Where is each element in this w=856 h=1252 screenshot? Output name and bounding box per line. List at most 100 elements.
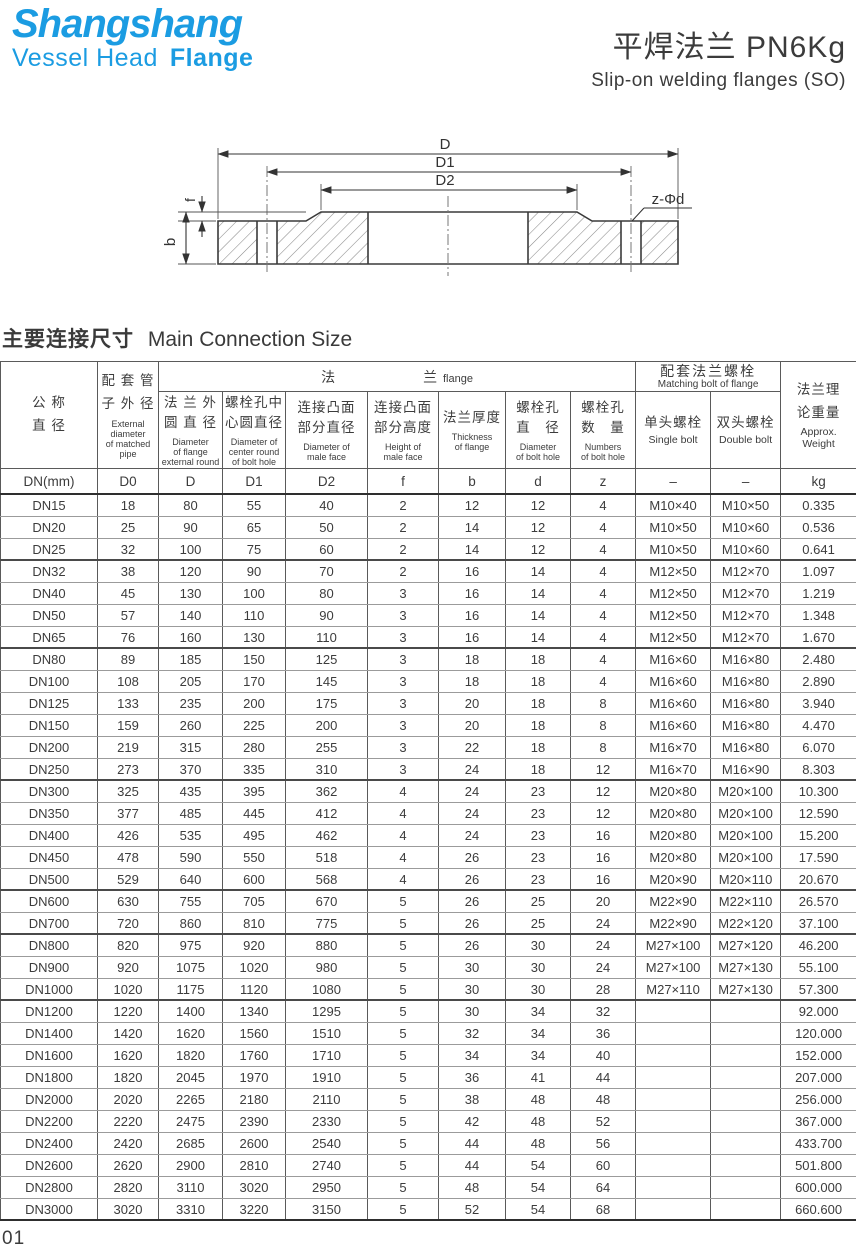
table-body: DN15 18 80 55 40 2 12 12 4 M10×40 M10×50 0.335 DN20 2… (0, 493, 856, 1221)
cell: 140 (158, 603, 223, 627)
cell: M20×100 (710, 845, 782, 869)
cell: 1340 (222, 999, 286, 1023)
cell: DN250 (0, 757, 98, 782)
table-row: DN32 38 120 90 70 2 16 14 4 M12×50 M12×70 1.097 (0, 559, 856, 583)
cell: 4 (569, 625, 637, 650)
cell: 57.300 (780, 977, 856, 1002)
cell: M12×50 (635, 625, 712, 650)
table-row: DN900 920 1075 1020 980 5 30 30 24 M27×100 M27×130… (0, 955, 856, 979)
cell: DN1600 (0, 1043, 98, 1067)
cell: 159 (97, 713, 159, 737)
cell: 90 (158, 515, 223, 539)
cell: 1420 (97, 1021, 159, 1045)
flange-outline (217, 211, 679, 265)
cell: 920 (222, 933, 286, 957)
cell: 200 (222, 691, 286, 715)
cell: 34 (505, 1043, 571, 1067)
cell: 64 (569, 1175, 637, 1199)
cell: 22 (438, 735, 506, 759)
cell: DN1400 (0, 1021, 98, 1045)
cell: 14 (438, 515, 506, 539)
group-header-bolt-cn: 配套法兰螺栓 (660, 363, 757, 379)
cell: DN125 (0, 691, 98, 715)
cell: 377 (97, 801, 159, 825)
cell: M16×60 (635, 691, 712, 715)
cell: M16×80 (710, 735, 782, 759)
brand-name: Shangshang (12, 2, 243, 46)
cell: 25 (505, 911, 571, 936)
flange-cross-section-drawing: D D1 D2 f b z-Φd (162, 136, 692, 276)
cell: 30 (505, 955, 571, 979)
cell: DN400 (0, 823, 98, 847)
cell: 52 (438, 1197, 506, 1221)
dim-label-f: f (182, 198, 198, 202)
cell: 4 (367, 779, 439, 803)
table-row: DN40 45 130 100 80 3 16 14 4 M12×50 M12×70 1.219 (0, 581, 856, 605)
cell: 3020 (222, 1175, 286, 1199)
cell: M20×100 (710, 779, 782, 803)
cell: 2820 (97, 1175, 159, 1199)
cell: 48 (505, 1109, 571, 1133)
cell: 32 (438, 1021, 506, 1045)
spec-table: 公 称 直 径 配 套 管 子 外 径 External diameter of… (0, 360, 856, 1222)
cell: 3 (367, 669, 439, 693)
cell (710, 1043, 782, 1067)
cell: 48 (505, 1131, 571, 1155)
cell: M12×70 (710, 559, 782, 583)
cell: 108 (97, 669, 159, 693)
cell: 12 (569, 757, 637, 782)
cell: 12.590 (780, 801, 856, 825)
cell: M20×110 (710, 867, 782, 892)
table-row: DN80 89 185 150 125 3 18 18 4 M16×60 M16×80 2.480 (0, 647, 856, 671)
cell: 485 (158, 801, 223, 825)
cell: 48 (569, 1087, 637, 1111)
cell: 18 (438, 669, 506, 693)
symbol-b: b (438, 467, 506, 496)
symbol-d: d (505, 467, 571, 496)
group-header-flange-en: flange (442, 372, 473, 385)
cell: 130 (222, 625, 286, 650)
cell: 1075 (158, 955, 223, 979)
page-header: Shangshang Vessel Head Flange 平焊法兰 PN6Kg … (0, 0, 856, 92)
cell: 24 (569, 955, 637, 979)
cell: 2.480 (780, 647, 856, 671)
cell: 1.670 (780, 625, 856, 650)
cell: 160 (158, 625, 223, 650)
cell: 45 (97, 581, 159, 605)
cell: 1820 (158, 1043, 223, 1067)
cell: 3110 (158, 1175, 223, 1199)
cell: 54 (505, 1175, 571, 1199)
cell: 36 (569, 1021, 637, 1045)
cell: 54 (505, 1153, 571, 1177)
cell: 335 (222, 757, 286, 782)
cell: 5 (367, 1175, 439, 1199)
table-row: DN400 426 535 495 462 4 24 23 16 M20×80 M20×100 15.… (0, 823, 856, 847)
col-header-–: 双头螺栓 Double bolt (710, 391, 782, 469)
cell: 30 (438, 999, 506, 1023)
symbol-D0: D0 (97, 467, 159, 496)
cell: 75 (222, 537, 286, 562)
cell (710, 1197, 782, 1221)
cell: M16×80 (710, 647, 782, 671)
dim-label-d: D (440, 136, 451, 153)
table-group-row: 公 称 直 径 配 套 管 子 外 径 External diameter of… (0, 360, 856, 469)
col-header-d0-cn: 配 套 管 子 外 径 (101, 373, 155, 412)
cell: 90 (222, 559, 286, 583)
cell: 5 (367, 1131, 439, 1155)
table-symbol-row: DN(mm) D0 D D1 D2 f b d z – – kg (0, 467, 856, 496)
col-header-–: 单头螺栓 Single bolt (635, 391, 712, 469)
cell: 150 (222, 647, 286, 671)
cell: 170 (222, 669, 286, 693)
cell: 60 (569, 1153, 637, 1177)
cell: M20×100 (710, 823, 782, 847)
cell: M27×130 (710, 977, 782, 1002)
cell (635, 1109, 712, 1133)
cell: 41 (505, 1065, 571, 1089)
cell: 18 (97, 493, 159, 517)
cell: 40 (285, 493, 368, 517)
cell: 820 (97, 933, 159, 957)
cell: 980 (285, 955, 368, 979)
cell (635, 1197, 712, 1221)
cell (635, 999, 712, 1023)
cell: M27×130 (710, 955, 782, 979)
